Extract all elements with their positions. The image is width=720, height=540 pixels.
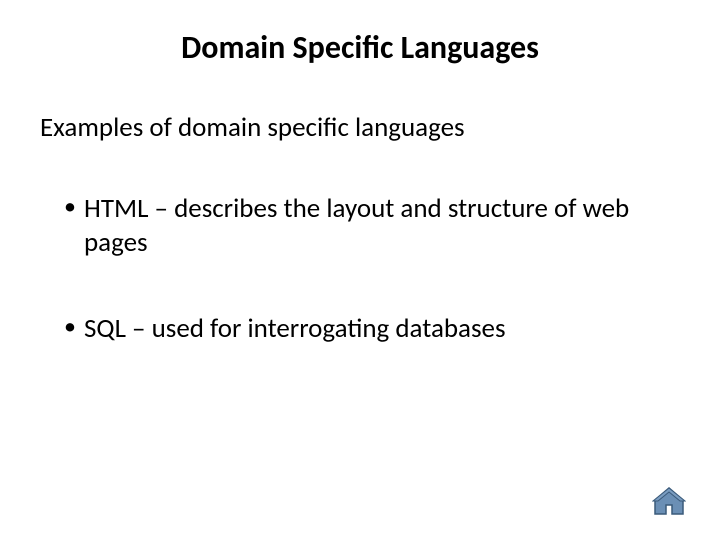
list-item: SQL – used for interrogating databases [64,312,680,346]
slide-container: Domain Specific Languages Examples of do… [0,0,720,540]
home-icon[interactable] [652,486,686,516]
slide-subtitle: Examples of domain specific languages [40,111,680,144]
slide-title: Domain Specific Languages [40,28,680,67]
bullet-list: HTML – describes the layout and structur… [40,192,680,345]
list-item: HTML – describes the layout and structur… [64,192,680,260]
